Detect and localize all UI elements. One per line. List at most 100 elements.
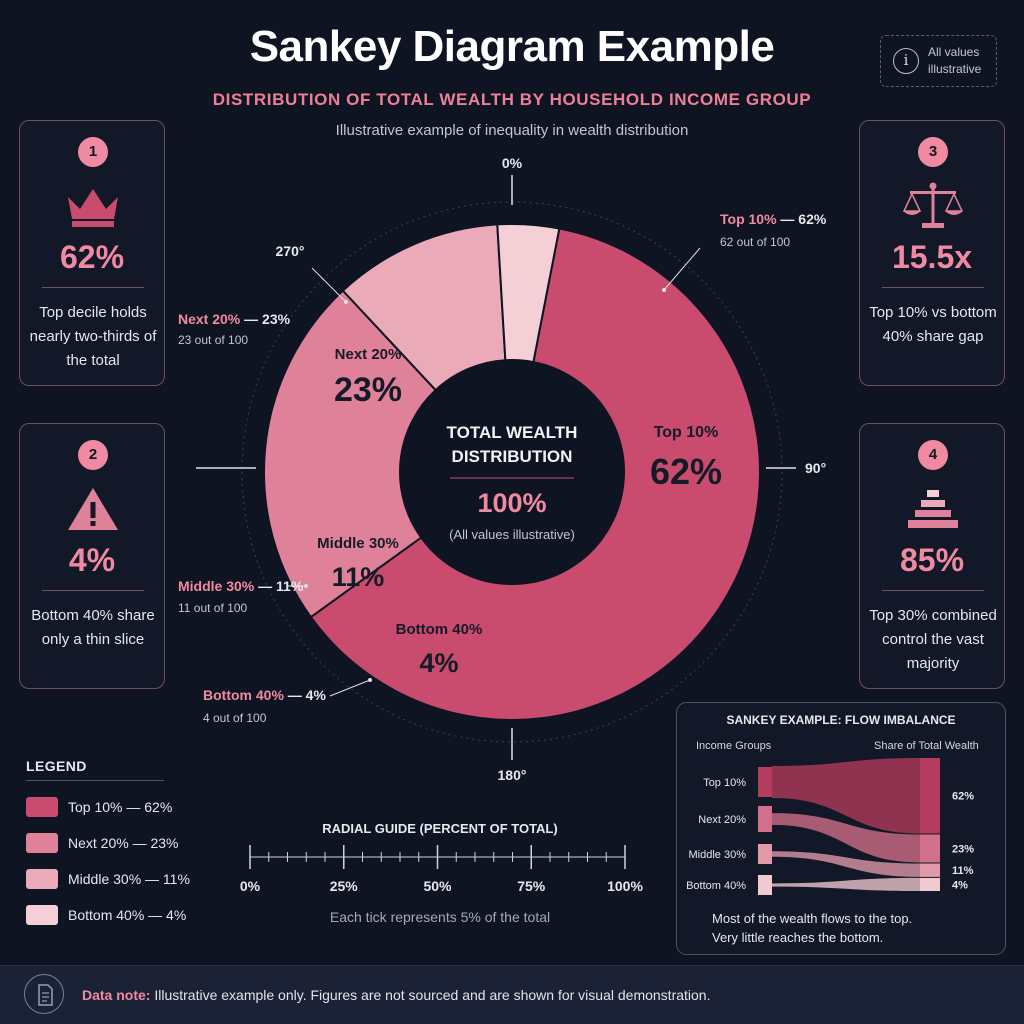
card-stat: 15.5x: [891, 239, 973, 275]
slice-value-bottom40: 4%: [419, 648, 458, 678]
sankey-source-node: [758, 767, 772, 797]
scale-title: RADIAL GUIDE (PERCENT OF TOTAL): [322, 821, 557, 836]
sankey-caption-line-1: Most of the wealth flows to the top.: [712, 911, 912, 926]
legend-label: Next 20% — 23%: [68, 835, 179, 851]
sankey-value-label: 11%: [952, 865, 974, 877]
legend-swatch: [26, 797, 58, 817]
stat-card-1: 1 62% Top decile holds nearly two-thirds…: [19, 120, 165, 386]
radial-guide-scale: RADIAL GUIDE (PERCENT OF TOTAL) 0% 25% 50%…: [240, 821, 644, 925]
legend-swatch: [26, 905, 58, 925]
card-divider: [42, 287, 144, 288]
legend-swatch: [26, 833, 58, 853]
svg-text:Middle 30% — 11%: Middle 30% — 11%: [178, 578, 304, 594]
page-title: Sankey Diagram Example: [249, 22, 775, 71]
sankey-value-label: 4%: [952, 879, 968, 891]
stat-card-3: 3 15.5x Top 10% vs bottom 40% share gap: [859, 120, 1005, 386]
scale-tick-label: 75%: [517, 878, 546, 894]
legend-label: Top 10% — 62%: [68, 799, 173, 815]
angle-label-0: 0%: [502, 155, 523, 171]
card-number-badge: 4: [918, 440, 948, 470]
sankey-source-node: [758, 875, 772, 895]
sankey-caption-line-2: Very little reaches the bottom.: [712, 930, 883, 945]
center-note: (All values illustrative): [449, 527, 575, 542]
sankey-source-label: Next 20%: [698, 814, 746, 826]
angle-label-270: 270°: [276, 243, 305, 259]
page-caption: Illustrative example of inequality in we…: [335, 122, 689, 139]
card-stat: 85%: [899, 542, 965, 578]
card-description: Bottom 40% share only a thin slice: [31, 607, 155, 648]
card-divider: [882, 287, 984, 288]
scale-tick-label: 0%: [240, 878, 261, 894]
sankey-source-node: [758, 806, 772, 832]
scale-tick-label: 50%: [423, 878, 452, 894]
sankey-source-label: Bottom 40%: [686, 880, 746, 892]
center-title-line-1: TOTAL WEALTH: [447, 423, 578, 442]
scale-tick-label: 25%: [330, 878, 359, 894]
card-number-badge: 1: [78, 137, 108, 167]
sankey-target-node: [920, 863, 940, 877]
data-note-footer: Data note: Illustrative example only. Fi…: [0, 965, 1024, 1024]
svg-text:Bottom 40% — 4%: Bottom 40% — 4%: [203, 687, 326, 703]
svg-text:Top 10% — 62%: Top 10% — 62%: [720, 211, 827, 227]
svg-text:4 out of 100: 4 out of 100: [203, 711, 267, 725]
legend-label: Middle 30% — 11%: [68, 871, 190, 887]
stat-card-4: 4 85% Top 30% combined control the vast …: [859, 423, 1005, 689]
sankey-flow-top10: [772, 758, 920, 834]
data-note-body: Illustrative example only. Figures are n…: [154, 987, 711, 1003]
center-value: 100%: [477, 488, 546, 518]
slice-label-bottom40: Bottom 40%: [396, 621, 483, 638]
svg-text:11 out of 100: 11 out of 100: [178, 601, 247, 615]
guide-ring: [241, 201, 783, 743]
sankey-source-node: [758, 844, 772, 864]
sankey-target-node: [920, 877, 940, 891]
sankey-value-label: 23%: [952, 843, 974, 855]
card-description: Top 10% vs bottom 40% share gap: [869, 304, 997, 345]
center-title-line-2: DISTRIBUTION: [452, 447, 573, 466]
card-description: Top decile holds nearly two-thirds of th…: [29, 304, 157, 369]
document-icon: [24, 974, 64, 1014]
page-subtitle: DISTRIBUTION OF TOTAL WEALTH BY HOUSEHOL…: [212, 90, 812, 109]
legend-label: Bottom 40% — 4%: [68, 907, 187, 923]
illustrative-note-text: All values illustrative: [928, 45, 982, 76]
scale-caption: Each tick represents 5% of the total: [330, 909, 550, 925]
sankey-title: SANKEY EXAMPLE: FLOW IMBALANCE: [726, 713, 955, 727]
sankey-target-node: [920, 758, 940, 834]
scale-tick-label: 100%: [607, 878, 643, 894]
stat-card-2: 2 4% Bottom 40% share only a thin slice: [19, 423, 165, 689]
scales-icon: [902, 182, 964, 228]
card-stat: 4%: [68, 542, 116, 578]
sankey-left-header: Income Groups: [696, 740, 772, 752]
illustrative-note: i All values illustrative: [880, 35, 997, 87]
card-divider: [42, 590, 144, 591]
sankey-chart: SANKEY EXAMPLE: FLOW IMBALANCE Income Gr…: [676, 702, 1006, 955]
card-number-badge: 3: [918, 137, 948, 167]
legend-title: LEGEND: [26, 758, 87, 774]
sankey-flow-middle30: [772, 851, 920, 877]
angle-label-90: 90°: [805, 460, 826, 476]
callout-top10: Top 10% — 62% 62 out of 100: [662, 211, 827, 292]
slice-label-next20: Next 20%: [335, 346, 402, 363]
sankey-source-label: Middle 30%: [689, 849, 747, 861]
angle-label-180: 180°: [498, 767, 527, 783]
card-description: Top 30% combined control the vast majori…: [869, 607, 997, 672]
warning-icon: [68, 488, 118, 530]
callout-next20: Next 20% — 23% 23 out of 100: [178, 267, 348, 347]
card-stat: 62%: [59, 239, 125, 275]
crown-icon: [68, 189, 118, 227]
sankey-flow-bottom40: [772, 877, 920, 891]
sankey-target-node: [920, 834, 940, 863]
svg-text:Next 20% — 23%: Next 20% — 23%: [178, 311, 291, 327]
svg-text:23 out of 100: 23 out of 100: [178, 333, 248, 347]
card-divider: [882, 590, 984, 591]
info-icon: i: [893, 48, 919, 74]
callout-bottom40: Bottom 40% — 4% 4 out of 100: [203, 678, 372, 725]
data-note-label: Data note:: [82, 987, 151, 1003]
sankey-value-label: 62%: [952, 791, 974, 803]
data-note-text: Data note: Illustrative example only. Fi…: [82, 987, 710, 1003]
sankey-right-header: Share of Total Wealth: [874, 740, 979, 752]
slice-value-middle30: 11%: [332, 562, 385, 592]
card-number-badge: 2: [78, 440, 108, 470]
donut-center: [400, 360, 624, 584]
sankey-source-label: Top 10%: [703, 777, 746, 789]
legend-divider: [26, 780, 164, 781]
